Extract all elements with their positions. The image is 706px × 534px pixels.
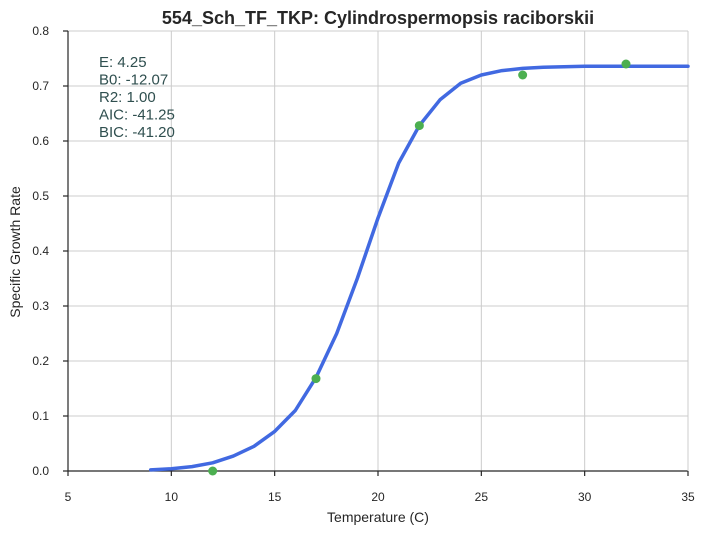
y-axis-label: Specific Growth Rate [7, 186, 23, 318]
data-point [208, 466, 218, 476]
fit-stat: AIC: -41.25 [99, 107, 175, 124]
chart-title: 554_Sch_TF_TKP: Cylindrospermopsis racib… [162, 8, 594, 28]
y-tick-label: 0.8 [32, 24, 49, 38]
y-tick-label: 0.0 [32, 464, 49, 478]
data-point [621, 59, 631, 69]
x-axis-label: Temperature (C) [327, 509, 429, 525]
y-tick-label: 0.3 [32, 299, 49, 313]
x-tick-label: 10 [165, 490, 179, 504]
fit-stat: R2: 1.00 [99, 89, 156, 106]
fit-stat: B0: -12.07 [99, 72, 168, 89]
fit-stat: E: 4.25 [99, 54, 147, 71]
x-tick-label: 35 [681, 490, 695, 504]
x-tick-label: 20 [371, 490, 385, 504]
x-tick-label: 25 [475, 490, 489, 504]
data-point [414, 121, 424, 131]
data-points [208, 59, 631, 476]
y-tick-label: 0.2 [32, 354, 49, 368]
x-tick-label: 5 [65, 490, 72, 504]
y-tick-label: 0.5 [32, 189, 49, 203]
y-tick-label: 0.7 [32, 79, 49, 93]
data-point [518, 70, 528, 80]
x-tick-label: 30 [578, 490, 592, 504]
y-tick-label: 0.4 [32, 244, 49, 258]
x-tick-label: 15 [268, 490, 282, 504]
tick-labels: 5 10 15 20 25 30 35 0.0 0.1 0.2 0.3 0.4 0.5 0.6 0.7 0.8 [32, 24, 695, 504]
data-point [311, 374, 321, 384]
y-tick-label: 0.6 [32, 134, 49, 148]
grid [68, 30, 688, 471]
axes [63, 30, 689, 476]
y-tick-label: 0.1 [32, 409, 49, 423]
fit-stat: BIC: -41.20 [99, 124, 175, 141]
